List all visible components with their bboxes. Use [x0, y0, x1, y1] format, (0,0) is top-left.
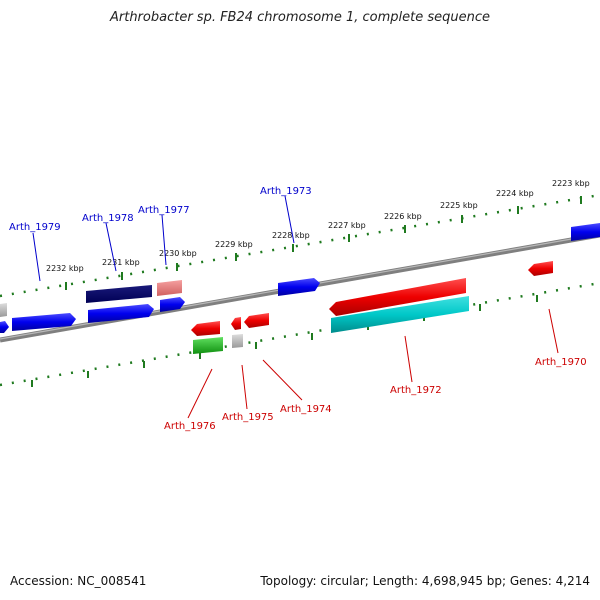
- gene-arth-1979-left-partial[interactable]: [0, 321, 9, 333]
- scale-label-2228: 2228 kbp: [272, 231, 310, 240]
- gene-arth-1973[interactable]: [278, 278, 320, 296]
- scale-label-2231: 2231 kbp: [102, 258, 140, 267]
- gene-arth-1978[interactable]: [88, 304, 154, 323]
- gene-label-arth-1972: Arth_1972: [390, 385, 442, 396]
- gene-arth-1978-navy[interactable]: [86, 285, 152, 303]
- accession-text: Accession: NC_008541: [10, 574, 147, 588]
- gene-label-arth-1976: Arth_1976: [164, 421, 216, 432]
- gene-arth-1975[interactable]: [231, 317, 241, 330]
- scale-label-2226: 2226 kbp: [384, 212, 422, 221]
- scale-label-2227: 2227 kbp: [328, 221, 366, 230]
- gene-green[interactable]: [193, 337, 223, 354]
- gene-gray-small[interactable]: [232, 334, 243, 348]
- gene-arth-1972[interactable]: [331, 296, 469, 333]
- scale-label-2229: 2229 kbp: [215, 240, 253, 249]
- gene-arth-1979[interactable]: [12, 313, 76, 331]
- topology-text: Topology: circular; Length: 4,698,945 bp…: [260, 574, 590, 588]
- gene-arth-1977[interactable]: [157, 280, 182, 296]
- upper-scale-major-ticks: [65, 196, 582, 290]
- gene-arth-1974[interactable]: [244, 313, 269, 328]
- gene-arth-1970[interactable]: [528, 261, 553, 276]
- scale-label-2223: 2223 kbp: [552, 179, 590, 188]
- upper-leader-lines: [32, 195, 295, 282]
- lower-leader-lines: [187, 308, 559, 419]
- gene-label-arth-1975: Arth_1975: [222, 412, 274, 423]
- gene-blue-small[interactable]: [160, 297, 185, 312]
- gene-label-arth-1977: Arth_1977: [138, 205, 190, 216]
- gene-arth-1976[interactable]: [191, 321, 220, 336]
- scale-label-2232: 2232 kbp: [46, 264, 84, 273]
- gene-blue-right[interactable]: [571, 223, 600, 241]
- scale-label-2224: 2224 kbp: [496, 189, 534, 198]
- gene-label-arth-1978: Arth_1978: [82, 213, 134, 224]
- gene-label-arth-1974: Arth_1974: [280, 404, 332, 415]
- scale-label-2225: 2225 kbp: [440, 201, 478, 210]
- map-title: Arthrobacter sp. FB24 chromosome 1, comp…: [109, 10, 491, 25]
- gene-label-arth-1970: Arth_1970: [535, 357, 587, 368]
- gene-arth-1972-red[interactable]: [329, 278, 466, 316]
- gene-label-arth-1973: Arth_1973: [260, 186, 312, 197]
- scale-label-2230: 2230 kbp: [159, 249, 197, 258]
- gene-label-arth-1979: Arth_1979: [9, 222, 61, 233]
- gene-gray-left[interactable]: [0, 303, 7, 317]
